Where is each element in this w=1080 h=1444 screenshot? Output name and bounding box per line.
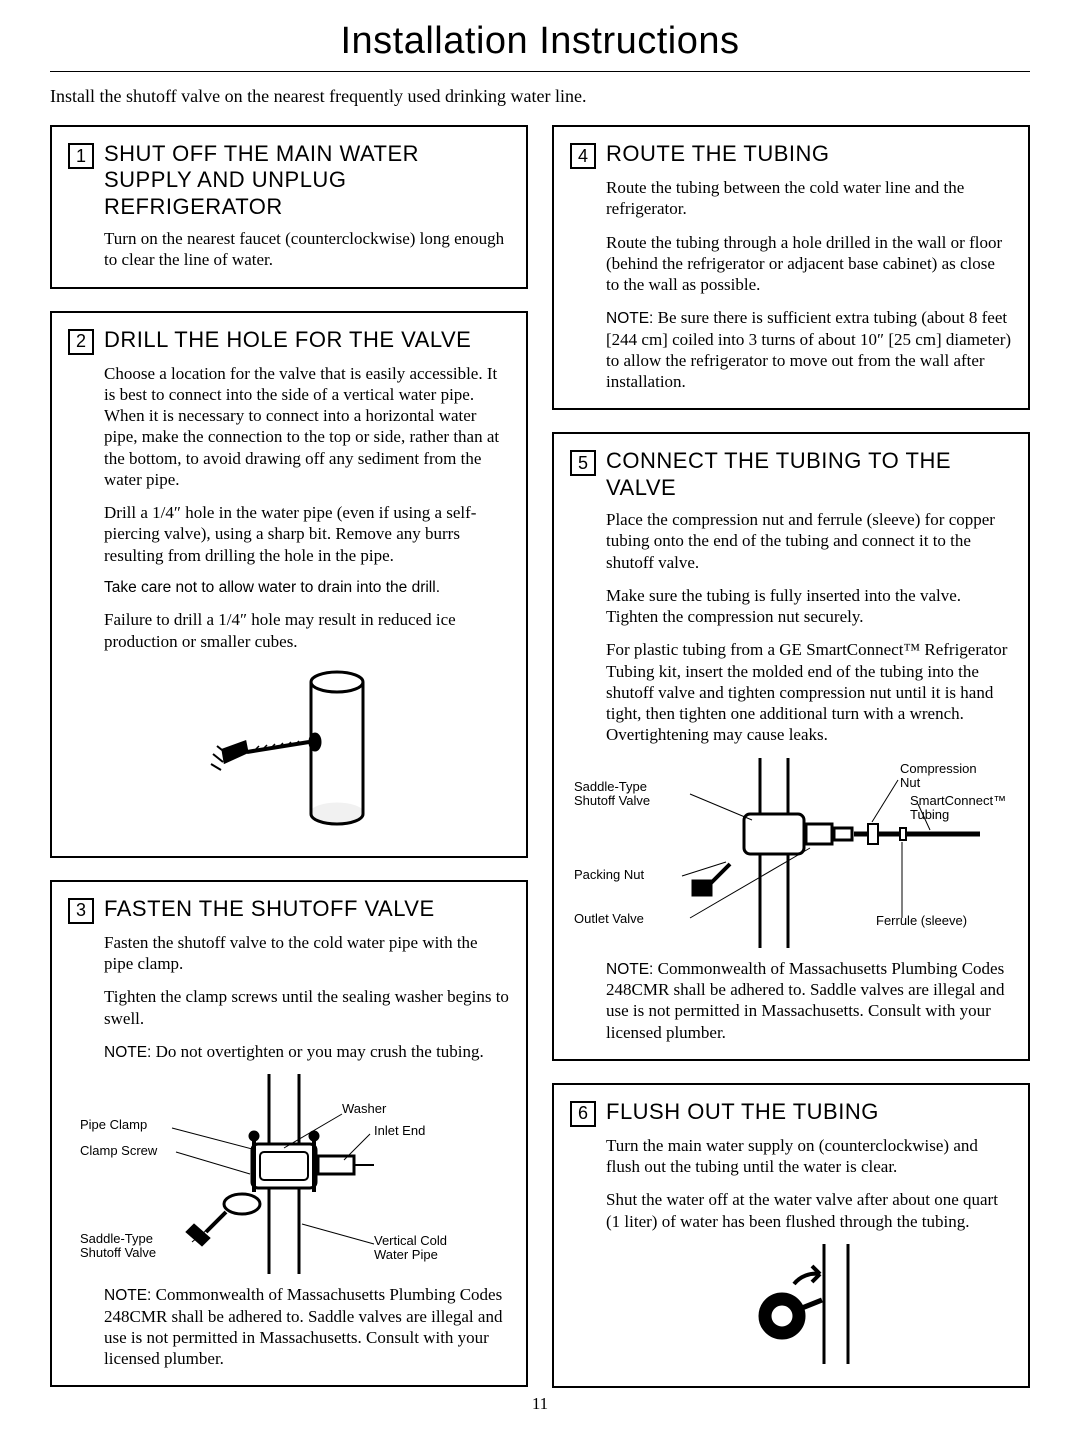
lbl-tubing: SmartConnect™ Tubing bbox=[910, 794, 1010, 823]
lbl-vertical-pipe: Vertical Cold Water Pipe bbox=[374, 1234, 454, 1263]
step-para: NOTE: Be sure there is sufficient extra … bbox=[606, 307, 1012, 392]
step-para: Route the tubing through a hole drilled … bbox=[606, 232, 1012, 296]
step-4: 4 ROUTE THE TUBING Route the tubing betw… bbox=[552, 125, 1030, 410]
step-title: DRILL THE HOLE FOR THE VALVE bbox=[104, 327, 471, 353]
lbl-pipe-clamp: Pipe Clamp bbox=[80, 1118, 147, 1132]
lbl-inlet-end: Inlet End bbox=[374, 1124, 425, 1138]
step-5: 5 CONNECT THE TUBING TO THE VALVE Place … bbox=[552, 432, 1030, 1060]
step-para: Choose a location for the valve that is … bbox=[104, 363, 510, 491]
step-para: For plastic tubing from a GE SmartConnec… bbox=[606, 639, 1012, 745]
step-para: Fasten the shutoff valve to the cold wat… bbox=[104, 932, 510, 975]
drill-diagram bbox=[197, 664, 417, 834]
step-number: 5 bbox=[570, 450, 596, 476]
title-rule bbox=[50, 71, 1030, 72]
left-column: 1 SHUT OFF THE MAIN WATER SUPPLY AND UNP… bbox=[50, 125, 528, 1388]
lbl-saddle-valve: Saddle-Type Shutoff Valve bbox=[574, 780, 674, 809]
step-para: Drill a 1/4″ hole in the water pipe (eve… bbox=[104, 502, 510, 566]
step-title: ROUTE THE TUBING bbox=[606, 141, 830, 167]
lbl-saddle-valve: Saddle-Type Shutoff Valve bbox=[80, 1232, 170, 1261]
lbl-compression-nut: Compression Nut bbox=[900, 762, 990, 791]
step-title: FASTEN THE SHUTOFF VALVE bbox=[104, 896, 435, 922]
right-column: 4 ROUTE THE TUBING Route the tubing betw… bbox=[552, 125, 1030, 1388]
page-number: 11 bbox=[50, 1388, 1030, 1414]
step-6: 6 FLUSH OUT THE TUBING Turn the main wat… bbox=[552, 1083, 1030, 1388]
step-title: SHUT OFF THE MAIN WATER SUPPLY AND UNPLU… bbox=[104, 141, 510, 220]
lbl-outlet-valve: Outlet Valve bbox=[574, 912, 644, 926]
step-para: Route the tubing between the cold water … bbox=[606, 177, 1012, 220]
step-footnote: NOTE: Commonwealth of Massachusetts Plum… bbox=[606, 958, 1012, 1043]
lbl-washer: Washer bbox=[342, 1102, 386, 1116]
lbl-packing-nut: Packing Nut bbox=[574, 868, 644, 882]
step-para: Failure to drill a 1/4″ hole may result … bbox=[104, 609, 510, 652]
step-number: 4 bbox=[570, 143, 596, 169]
step-para: Shut the water off at the water valve af… bbox=[606, 1189, 1012, 1232]
step-para: Make sure the tubing is fully inserted i… bbox=[606, 585, 1012, 628]
step-para: Turn on the nearest faucet (counterclock… bbox=[104, 228, 510, 271]
step-number: 6 bbox=[570, 1101, 596, 1127]
step-para: Turn the main water supply on (countercl… bbox=[606, 1135, 1012, 1178]
lbl-ferrule: Ferrule (sleeve) bbox=[876, 914, 967, 928]
step-para: Tighten the clamp screws until the seali… bbox=[104, 986, 510, 1029]
step-title: CONNECT THE TUBING TO THE VALVE bbox=[606, 448, 1012, 501]
step-number: 2 bbox=[68, 329, 94, 355]
intro-text: Install the shutoff valve on the nearest… bbox=[50, 86, 1030, 107]
step-para: NOTE: NOTE: Do not overtighten or you ma… bbox=[104, 1041, 510, 1062]
flush-diagram bbox=[734, 1244, 884, 1364]
page-title: Installation Instructions bbox=[50, 20, 1030, 63]
step-3: 3 FASTEN THE SHUTOFF VALVE Fasten the sh… bbox=[50, 880, 528, 1388]
step-para: Place the compression nut and ferrule (s… bbox=[606, 509, 1012, 573]
step-number: 3 bbox=[68, 898, 94, 924]
step-2: 2 DRILL THE HOLE FOR THE VALVE Choose a … bbox=[50, 311, 528, 858]
step-1: 1 SHUT OFF THE MAIN WATER SUPPLY AND UNP… bbox=[50, 125, 528, 289]
lbl-clamp-screw: Clamp Screw bbox=[80, 1144, 157, 1158]
step-para: Take care not to allow water to drain in… bbox=[104, 578, 510, 597]
step-title: FLUSH OUT THE TUBING bbox=[606, 1099, 879, 1125]
step-number: 1 bbox=[68, 143, 94, 169]
step-footnote: NOTE: Commonwealth of Massachusetts Plum… bbox=[104, 1284, 510, 1369]
